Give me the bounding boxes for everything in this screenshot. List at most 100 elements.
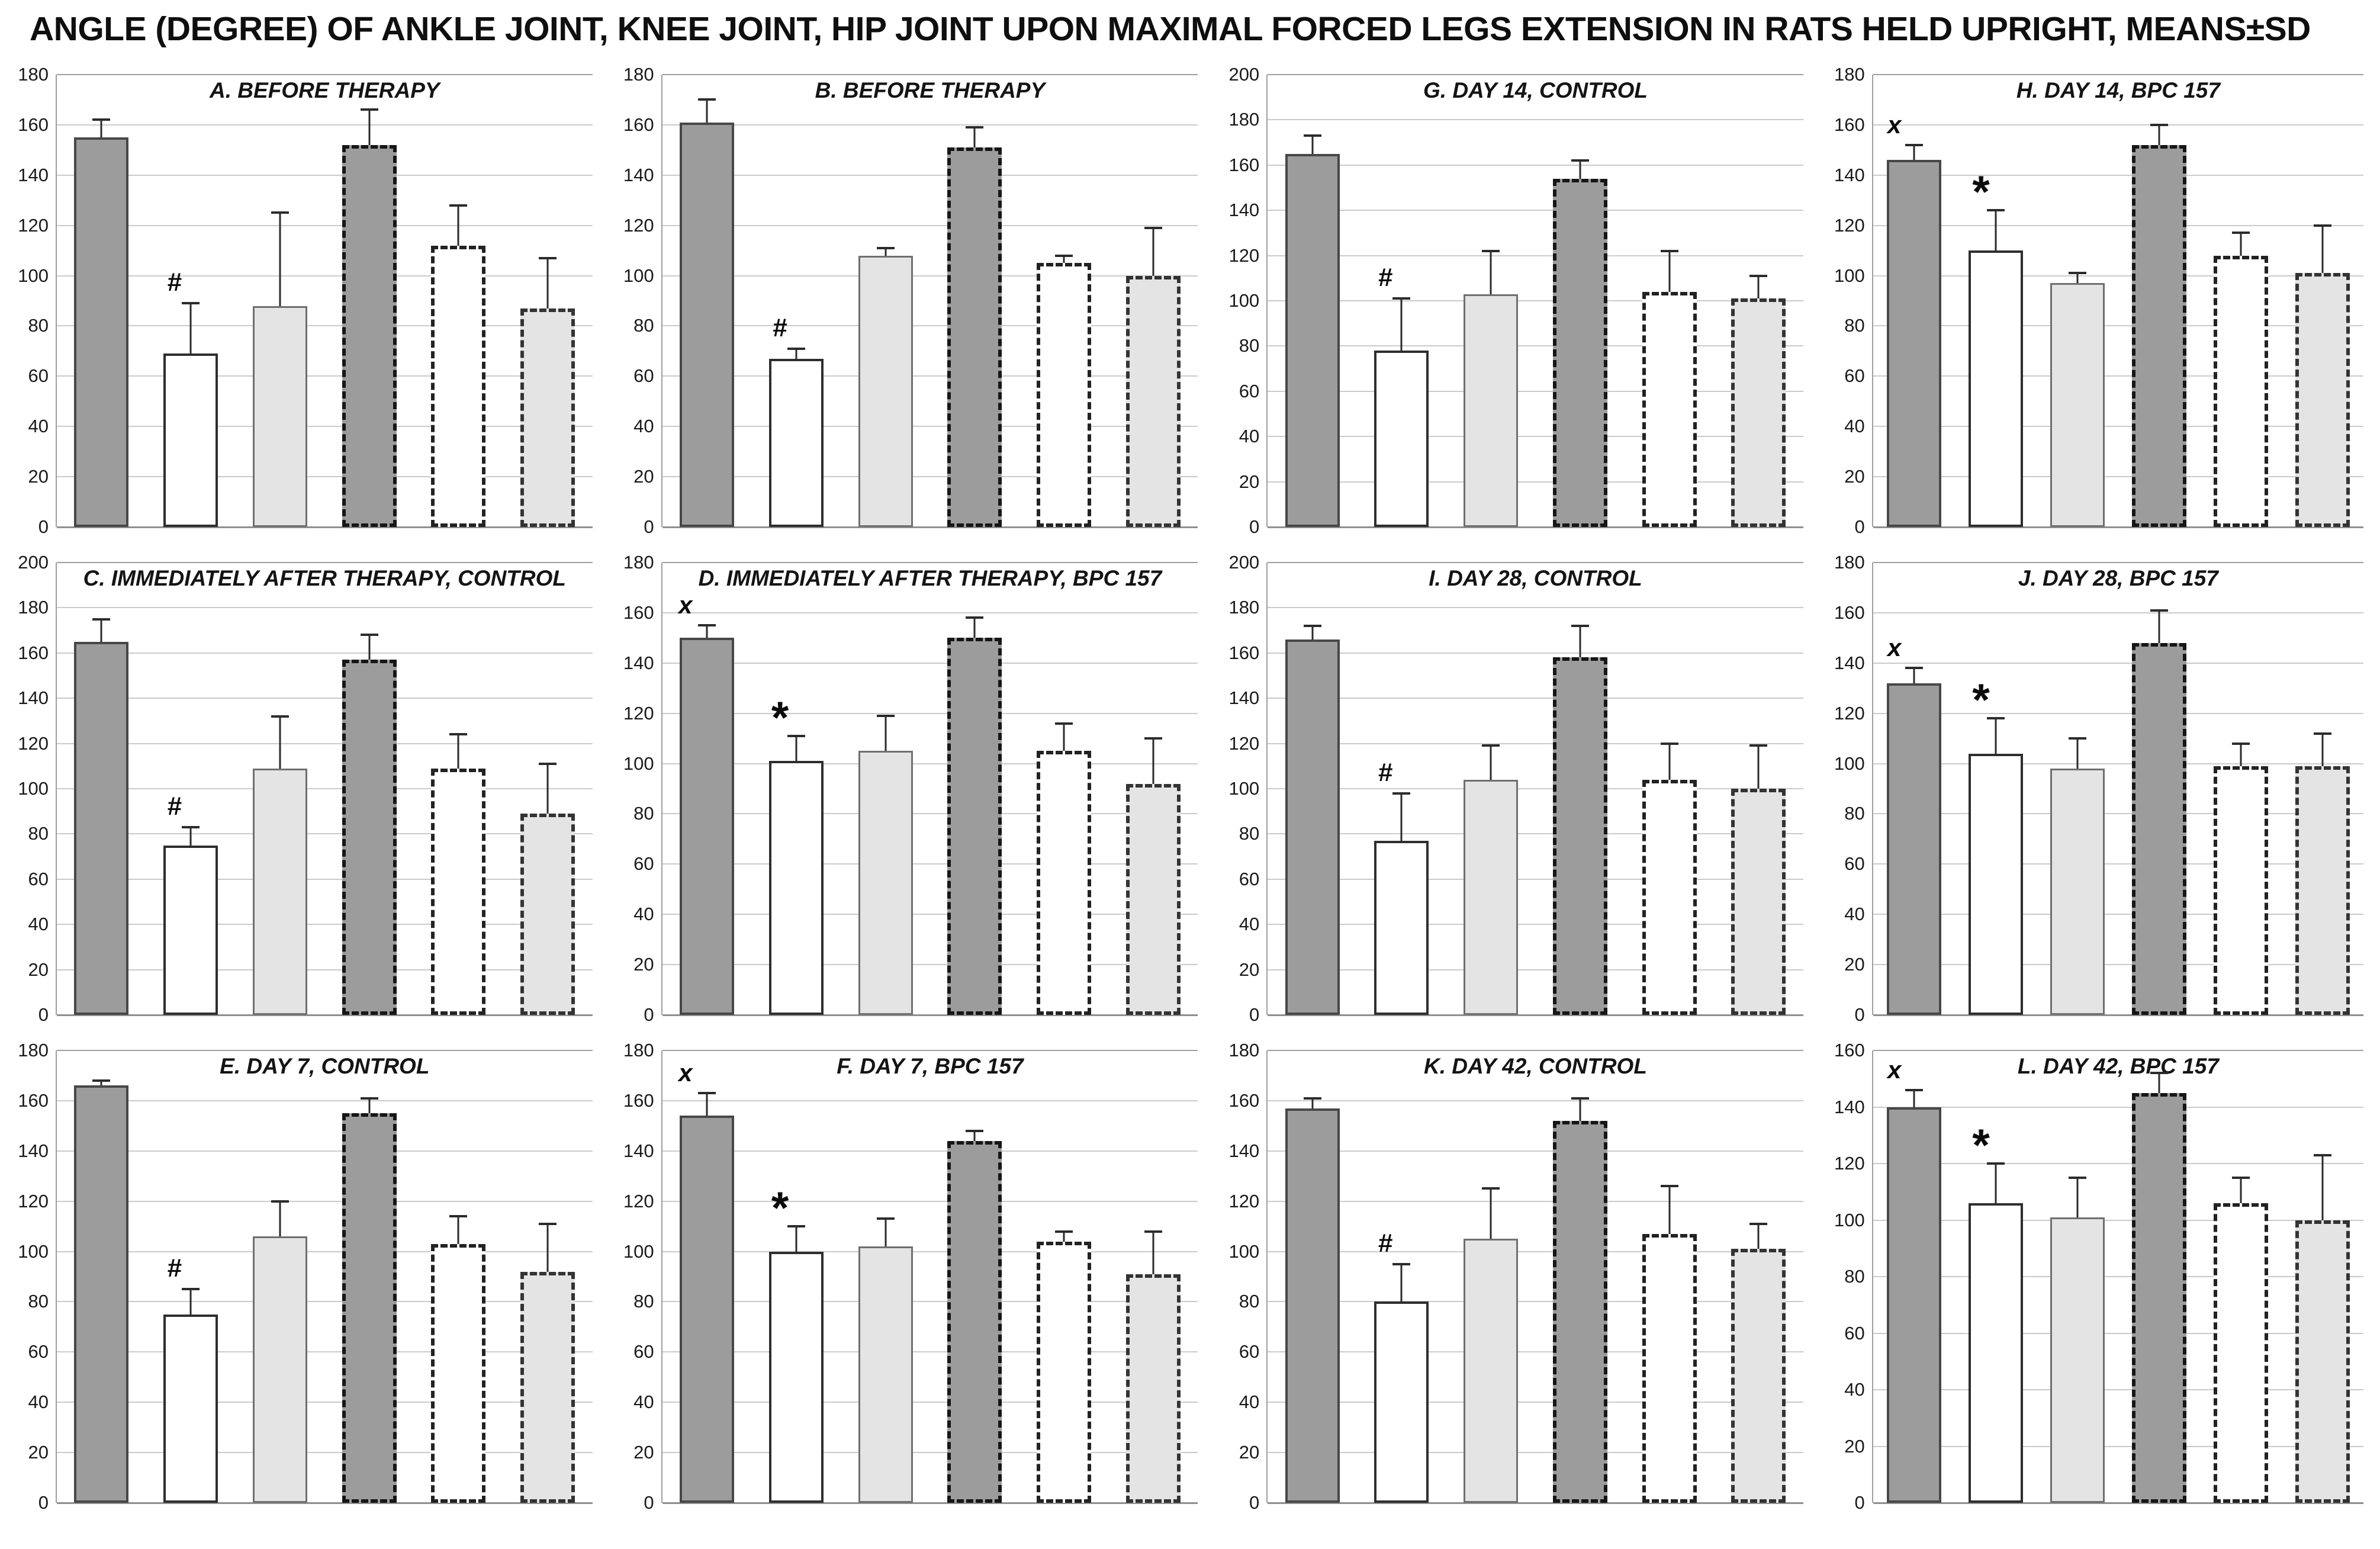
tick-label: 40 (1844, 1379, 1865, 1400)
gridline (662, 325, 1198, 327)
tick-label: 160 (1834, 602, 1865, 623)
gridline (1268, 210, 1803, 211)
significance-marker: # (1378, 1228, 1393, 1258)
gridline (57, 924, 593, 925)
gridline (662, 1301, 1198, 1303)
tick-label: 60 (633, 365, 654, 387)
tick-label: 80 (1844, 1266, 1865, 1287)
error-bar-stem (1400, 1264, 1403, 1302)
bar-solid-dark-gray (1886, 160, 1941, 527)
error-bar-stem (2321, 1155, 2324, 1220)
gridline (57, 325, 593, 327)
tick-label: 140 (1228, 1140, 1260, 1161)
tick-label: 20 (1844, 1435, 1865, 1457)
bar-dashed-white (431, 245, 486, 527)
error-bar-cap (697, 1092, 716, 1095)
panel-K: 0 20 40 60 80 100 120 140 160 180 K. DAY 42, CONTR… (1215, 1030, 1809, 1513)
error-bar-stem (1668, 250, 1671, 292)
tick-label: 20 (633, 954, 654, 975)
bar-solid-white (163, 353, 218, 527)
bar-solid-dark-gray (679, 122, 734, 527)
error-bar-stem (1152, 227, 1154, 276)
error-bar-cap (1660, 1185, 1678, 1188)
error-bar-cap (966, 1129, 984, 1132)
error-bar-stem (1757, 276, 1760, 299)
gridline (1873, 174, 2363, 176)
gridline (662, 712, 1198, 714)
error-bar-cap (2068, 1176, 2086, 1179)
error-bar-cap (1055, 1230, 1073, 1233)
bar-dashed-white (2213, 1203, 2268, 1503)
tick-label: 0 (1249, 1004, 1260, 1025)
tick-label: 80 (1844, 803, 1865, 824)
tick-label: 20 (28, 466, 49, 487)
tick-label: 40 (28, 914, 49, 935)
gridline (1873, 813, 2363, 815)
error-bar-stem (546, 258, 549, 308)
error-bar-cap (1144, 737, 1162, 740)
gridline (662, 813, 1198, 815)
plot-area-B: B. BEFORE THERAPY # (661, 74, 1198, 528)
gridline (57, 1251, 593, 1252)
gridline (1268, 1150, 1803, 1152)
panel-title: A. BEFORE THERAPY (210, 78, 440, 102)
error-bar-cap (360, 108, 378, 111)
tick-label: 180 (1228, 1040, 1260, 1060)
error-bar-cap (2231, 742, 2250, 745)
error-bar-stem (2076, 738, 2079, 769)
error-bar-cap (271, 211, 289, 214)
gridline (662, 1200, 1198, 1202)
gridline (1873, 964, 2363, 966)
tick-label: 40 (633, 416, 654, 437)
tick-label: 100 (623, 753, 654, 774)
error-bar-stem (885, 1219, 886, 1247)
gridline (662, 863, 1198, 865)
tick-label: 80 (1239, 1291, 1260, 1312)
y-axis-line (56, 75, 57, 527)
error-bar-cap (787, 734, 805, 737)
error-bar-cap (966, 616, 984, 619)
bar-solid-dark-gray (679, 1116, 734, 1503)
plot-area-L: L. DAY 42, BPC 157 x * (1871, 1050, 2363, 1504)
gridline (57, 1351, 593, 1353)
bar-dashed-light-gray (520, 308, 575, 527)
tick-label: 200 (1228, 552, 1260, 573)
tick-label: 140 (1834, 652, 1865, 673)
plot-area-H: H. DAY 14, BPC 157 x * (1871, 74, 2363, 528)
bar-dashed-dark-gray (947, 1140, 1002, 1503)
error-bar-cap (1986, 717, 2005, 720)
tick-label: 20 (1844, 954, 1865, 975)
gridline (662, 562, 1198, 563)
panel-title: C. IMMEDIATELY AFTER THERAPY, CONTROL (83, 566, 566, 590)
y-axis-line (1266, 563, 1268, 1015)
error-bar-stem (885, 715, 886, 751)
error-bar-stem (1757, 745, 1760, 789)
tick-label: 140 (1834, 1096, 1865, 1117)
bar-dashed-light-gray (2295, 1220, 2350, 1503)
y-axis-line (1871, 75, 1873, 527)
tick-label: 160 (18, 1090, 49, 1111)
bar-solid-light-gray (2050, 769, 2105, 1015)
gridline (1268, 164, 1803, 166)
plot-area-G: G. DAY 14, CONTROL # (1266, 74, 1803, 528)
error-bar-cap (1392, 792, 1411, 795)
tick-label: 40 (633, 904, 654, 925)
bar-dashed-light-gray (1731, 298, 1786, 527)
panel-title: H. DAY 14, BPC 157 (2016, 78, 2220, 102)
error-bar-cap (182, 1288, 200, 1291)
bar-dashed-white (1642, 291, 1697, 527)
tick-label: 60 (1239, 380, 1260, 401)
tick-label: 80 (1239, 823, 1260, 844)
gridline (57, 788, 593, 789)
error-bar-stem (1913, 668, 1915, 683)
bar-solid-white (768, 761, 824, 1015)
bar-dashed-dark-gray (342, 1113, 397, 1503)
gridline (1268, 1301, 1803, 1303)
significance-marker: x (1887, 110, 1902, 139)
tick-label: 160 (623, 602, 654, 623)
error-bar-stem (2076, 1177, 2079, 1217)
tick-label: 160 (1834, 114, 1865, 135)
y-axis-line (661, 75, 662, 527)
tick-label: 0 (1854, 1004, 1865, 1025)
bar-solid-dark-gray (1285, 153, 1340, 527)
